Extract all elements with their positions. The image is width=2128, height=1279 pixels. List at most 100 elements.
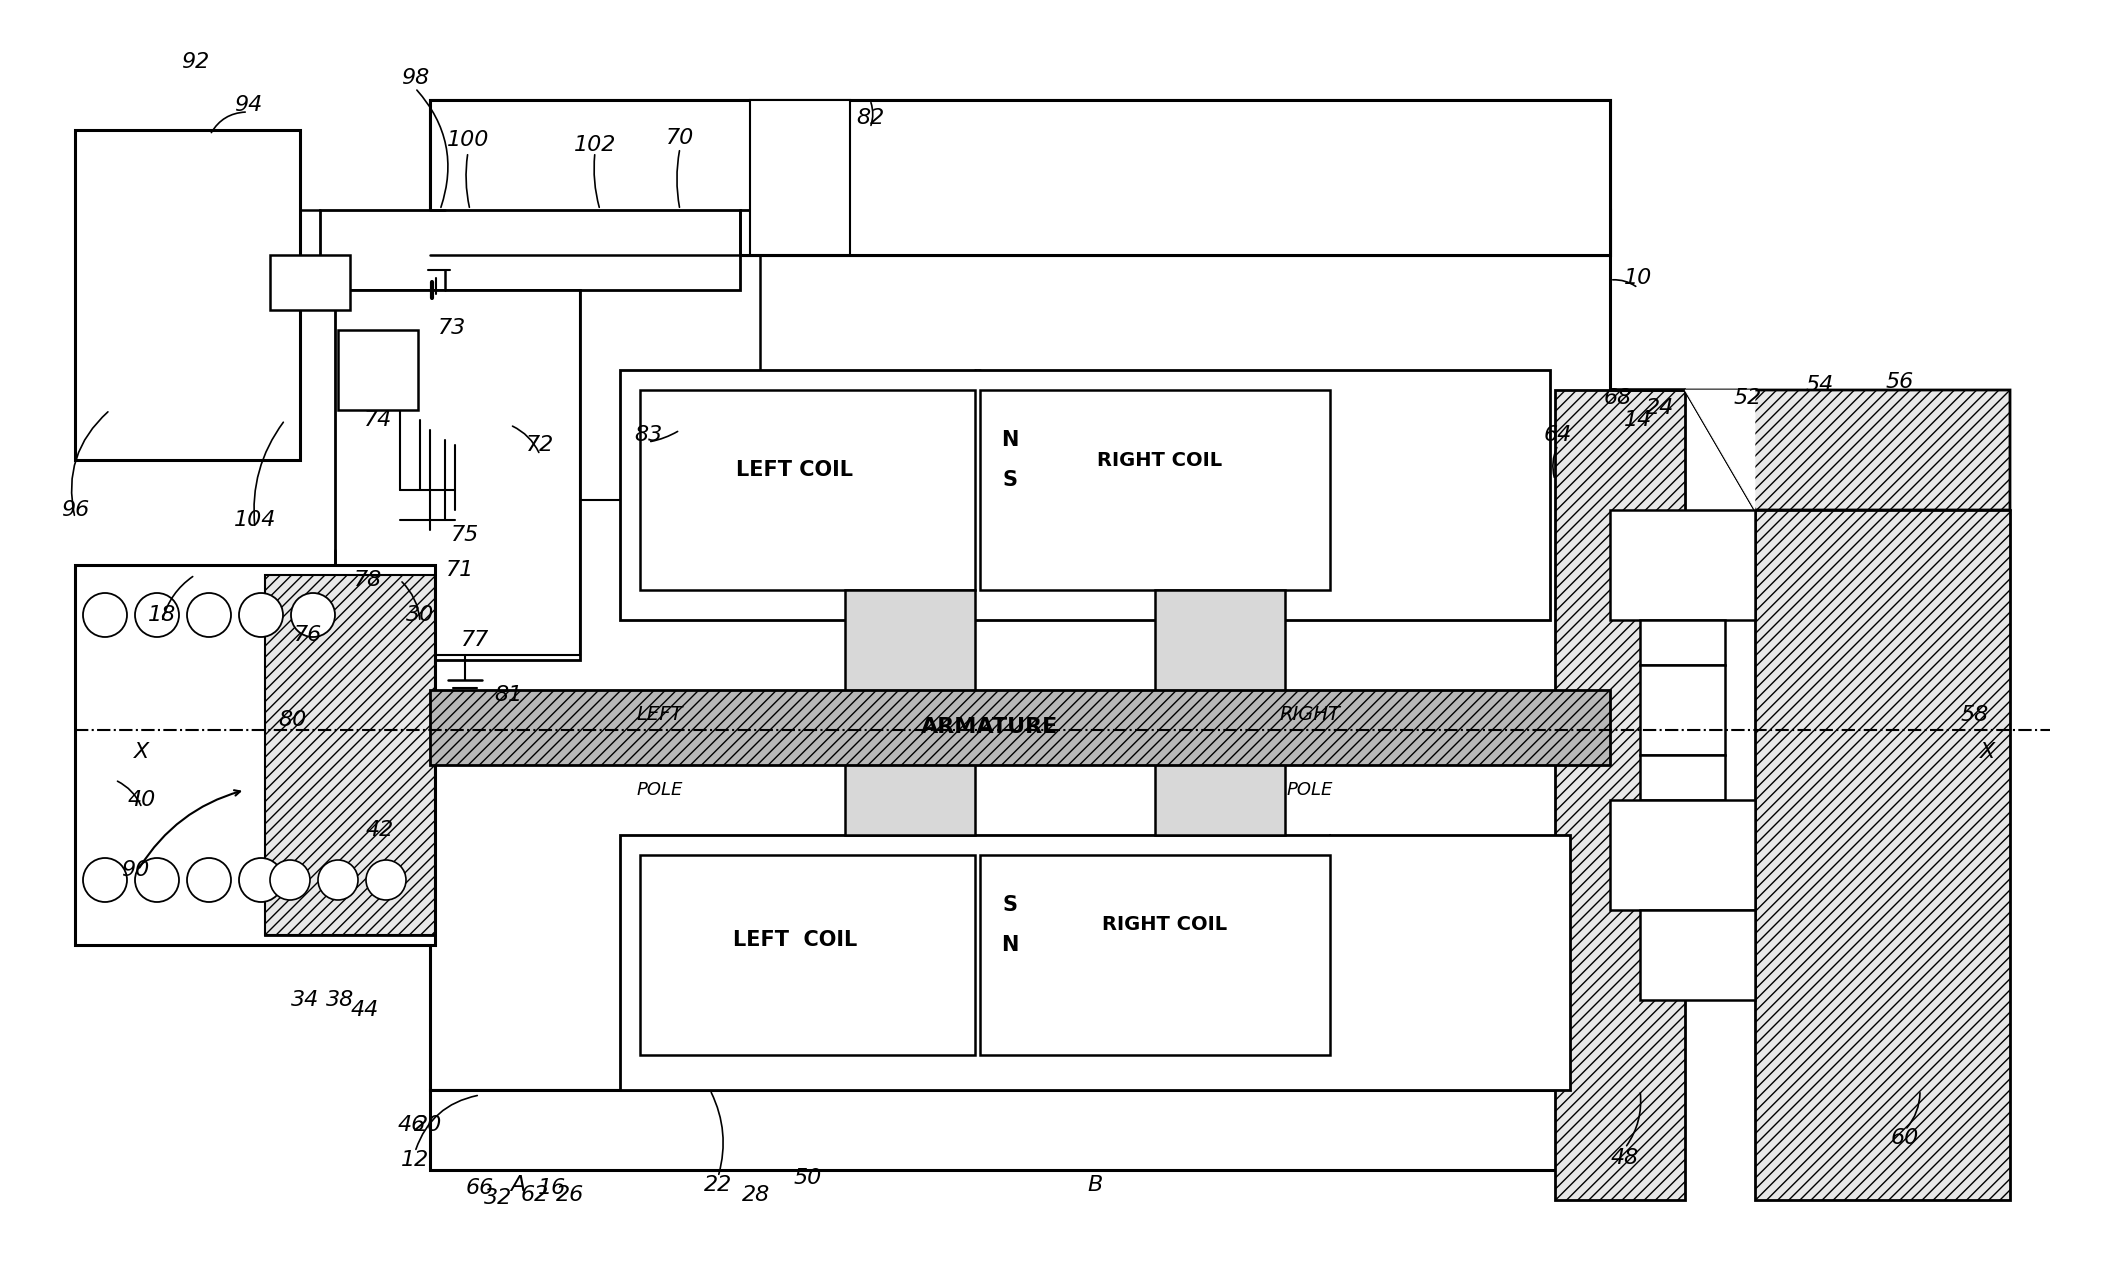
Text: 104: 104 — [234, 510, 277, 530]
Text: 73: 73 — [438, 318, 466, 338]
Bar — [845, 760, 975, 835]
Text: 50: 50 — [794, 1168, 821, 1188]
Text: 62: 62 — [521, 1186, 549, 1205]
Text: 64: 64 — [1545, 425, 1573, 445]
Text: RIGHT COIL: RIGHT COIL — [1098, 450, 1224, 469]
Text: 71: 71 — [447, 560, 475, 579]
Bar — [266, 576, 434, 935]
Polygon shape — [1611, 390, 2011, 510]
Text: 100: 100 — [447, 130, 489, 150]
Bar — [1156, 590, 1285, 720]
Text: LEFT COIL: LEFT COIL — [736, 460, 853, 480]
Bar — [749, 100, 849, 255]
Circle shape — [187, 593, 232, 637]
Text: 30: 30 — [406, 605, 434, 625]
Bar — [641, 854, 975, 1055]
Text: X: X — [134, 742, 149, 762]
Bar — [619, 370, 1549, 620]
Bar — [1156, 760, 1285, 835]
Text: 52: 52 — [1734, 388, 1762, 408]
Text: 80: 80 — [279, 710, 306, 730]
Text: 14: 14 — [1624, 411, 1651, 430]
Text: 40: 40 — [128, 790, 155, 810]
Bar — [1641, 909, 1756, 1000]
Bar — [1611, 510, 1756, 620]
Circle shape — [238, 858, 283, 902]
Text: 12: 12 — [400, 1150, 430, 1170]
Text: 83: 83 — [634, 425, 662, 445]
Text: 75: 75 — [451, 524, 479, 545]
Text: 94: 94 — [234, 95, 262, 115]
Text: 44: 44 — [351, 1000, 379, 1019]
Text: 60: 60 — [1892, 1128, 1919, 1149]
Text: A: A — [511, 1175, 526, 1195]
Bar — [1641, 665, 1726, 755]
Text: 102: 102 — [575, 136, 617, 155]
Text: 77: 77 — [462, 631, 489, 650]
Bar — [981, 390, 1330, 590]
Text: 66: 66 — [466, 1178, 494, 1198]
Text: 56: 56 — [1885, 372, 1913, 391]
Bar — [641, 390, 975, 590]
Text: 16: 16 — [538, 1178, 566, 1198]
Bar — [74, 565, 434, 945]
Text: RIGHT: RIGHT — [1279, 705, 1341, 724]
Bar — [1641, 620, 1726, 665]
Text: 20: 20 — [413, 1115, 443, 1134]
Text: N: N — [1002, 935, 1019, 955]
Text: 54: 54 — [1807, 375, 1834, 395]
Text: 28: 28 — [743, 1186, 770, 1205]
Text: 18: 18 — [147, 605, 177, 625]
Text: 46: 46 — [398, 1115, 426, 1134]
Bar — [319, 210, 741, 290]
Circle shape — [292, 593, 334, 637]
Bar — [619, 835, 1570, 1090]
Text: LEFT  COIL: LEFT COIL — [732, 930, 858, 950]
Bar — [430, 689, 1611, 765]
Bar — [1641, 755, 1726, 799]
Circle shape — [83, 593, 128, 637]
Text: 82: 82 — [855, 107, 883, 128]
Text: 90: 90 — [121, 859, 149, 880]
Text: N: N — [1002, 430, 1019, 450]
Text: 70: 70 — [666, 128, 694, 148]
Text: 48: 48 — [1611, 1149, 1639, 1168]
Text: 78: 78 — [353, 570, 383, 590]
Text: 96: 96 — [62, 500, 89, 521]
Text: ARMATURE: ARMATURE — [921, 718, 1058, 737]
Text: 98: 98 — [400, 68, 430, 88]
Text: 92: 92 — [181, 52, 209, 72]
Circle shape — [134, 593, 179, 637]
Polygon shape — [430, 100, 1611, 255]
Text: 81: 81 — [494, 686, 521, 705]
Text: B: B — [1087, 1175, 1102, 1195]
Bar — [430, 210, 1611, 1090]
Text: 24: 24 — [1645, 398, 1675, 418]
Text: 10: 10 — [1624, 269, 1651, 288]
Text: 58: 58 — [1960, 705, 1990, 725]
Bar — [981, 854, 1330, 1055]
Circle shape — [187, 858, 232, 902]
Bar — [1556, 390, 1685, 1200]
Text: LEFT: LEFT — [636, 705, 683, 724]
Circle shape — [270, 859, 311, 900]
Circle shape — [83, 858, 128, 902]
Bar — [430, 100, 1611, 255]
Text: 26: 26 — [555, 1186, 583, 1205]
Circle shape — [134, 858, 179, 902]
Text: 68: 68 — [1605, 388, 1632, 408]
Bar — [1756, 510, 2011, 1200]
Text: 34: 34 — [292, 990, 319, 1010]
Text: 74: 74 — [364, 411, 392, 430]
Text: S: S — [1002, 895, 1017, 914]
Text: 38: 38 — [326, 990, 353, 1010]
Text: 32: 32 — [483, 1188, 513, 1207]
Text: 42: 42 — [366, 820, 394, 840]
Bar — [270, 255, 349, 310]
Text: 22: 22 — [704, 1175, 732, 1195]
Text: S: S — [1002, 469, 1017, 490]
Circle shape — [366, 859, 406, 900]
Text: 72: 72 — [526, 435, 553, 455]
Text: RIGHT COIL: RIGHT COIL — [1102, 916, 1228, 935]
Bar — [1611, 799, 1756, 909]
